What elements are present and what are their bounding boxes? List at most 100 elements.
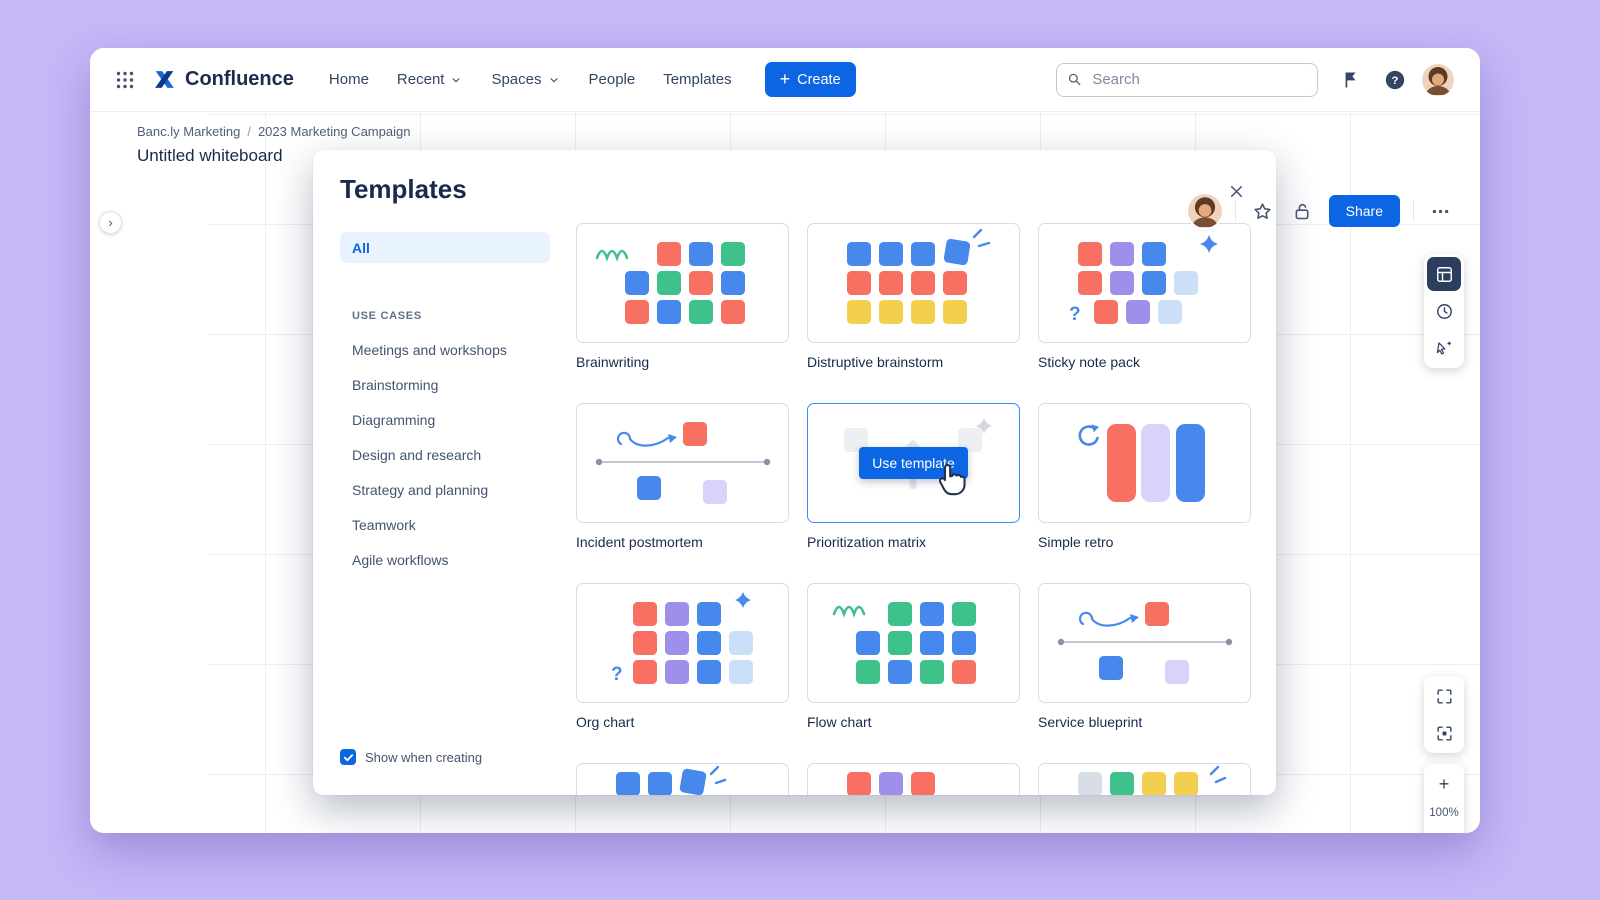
template-card-service-blueprint[interactable]: Service blueprint: [1038, 583, 1251, 730]
partial1-thumbnail: [576, 763, 789, 795]
app-grid-icon: [116, 71, 134, 88]
templates-modal: Templates All USE CASES Meetings and wor…: [313, 150, 1276, 795]
timeline-thumbnail: [576, 403, 789, 523]
template-card-flow-chart[interactable]: Flow chart: [807, 583, 1020, 730]
more-actions-button[interactable]: [1427, 198, 1454, 225]
breadcrumb-page[interactable]: 2023 Marketing Campaign: [257, 124, 411, 139]
template-card-label: Distruptive brainstorm: [807, 354, 944, 370]
template-card-label: Incident postmortem: [576, 534, 703, 550]
template-card-partial[interactable]: [1038, 763, 1251, 795]
template-card-brainwriting[interactable]: Brainwriting: [576, 223, 789, 370]
retro-thumbnail: [1038, 403, 1251, 523]
checkbox-checked-icon[interactable]: [340, 749, 356, 765]
template-card-distruptive-brainstorm[interactable]: Distruptive brainstorm: [807, 223, 1020, 370]
expand-panel-button[interactable]: ›: [99, 211, 122, 234]
modal-title: Templates: [340, 174, 467, 204]
sidebar-item-strategy-and-planning[interactable]: Strategy and planning: [352, 481, 489, 498]
search-box[interactable]: [1056, 62, 1318, 97]
template-card-sticky-note-pack[interactable]: ? Sticky note pack: [1038, 223, 1251, 370]
template-card-label: Sticky note pack: [1038, 354, 1140, 370]
nav-item-templates[interactable]: Templates: [652, 63, 742, 96]
sidebar-item-brainstorming[interactable]: Brainstorming: [352, 376, 439, 393]
zoom-out-label: −: [1439, 832, 1450, 834]
hover-overlay: Use template: [808, 404, 1019, 522]
hand-cursor-icon: [938, 463, 966, 496]
sidebar-item-design-and-research[interactable]: Design and research: [352, 446, 482, 463]
nav-item-label: Recent: [396, 71, 445, 88]
sidebar-item-meetings-and-workshops[interactable]: Meetings and workshops: [352, 341, 507, 358]
question-circle-icon: ?: [1385, 70, 1405, 89]
breadcrumb-space[interactable]: Banc.ly Marketing: [137, 124, 241, 139]
cursors-tool-button[interactable]: [1427, 331, 1461, 365]
help-button[interactable]: ?: [1378, 63, 1412, 97]
favorite-button[interactable]: [1249, 198, 1276, 225]
org-thumbnail: ?: [576, 583, 789, 703]
use-cases-list: Meetings and workshops Brainstorming Diagr…: [340, 332, 550, 577]
notifications-button[interactable]: [1334, 63, 1368, 97]
zoom-in-label: +: [1438, 773, 1450, 794]
brainwriting-thumbnail: [576, 223, 789, 343]
modal-header: Templates: [313, 150, 1276, 210]
template-card-prioritization-matrix[interactable]: Use template Prioritization matrix: [807, 403, 1020, 550]
nav-item-spaces[interactable]: Spaces: [480, 63, 571, 96]
breadcrumb-separator: /: [247, 124, 251, 139]
share-button[interactable]: Share: [1328, 195, 1400, 227]
templates-icon: [1436, 266, 1452, 282]
matrix-thumbnail: Use template: [807, 403, 1020, 523]
svg-text:?: ?: [611, 664, 623, 685]
template-card-label: Flow chart: [807, 714, 872, 730]
avatar-image: [1422, 63, 1454, 96]
close-modal-button[interactable]: [1221, 176, 1252, 210]
checkbox-label: Show when creating: [365, 749, 483, 765]
template-card-partial[interactable]: [807, 763, 1020, 795]
close-icon: [1230, 185, 1243, 198]
chevron-down-icon: [550, 77, 557, 82]
sticky-thumbnail: ?: [1038, 223, 1251, 343]
use-cases-label: USE CASES: [352, 310, 422, 322]
template-grid: Brainwriting Distruptive brainstorm? Stick…: [550, 220, 1276, 795]
zoom-in-button[interactable]: +: [1427, 767, 1461, 801]
collaborator-avatar[interactable]: [1187, 194, 1222, 228]
nav-item-home[interactable]: Home: [318, 63, 380, 96]
template-card-partial[interactable]: [576, 763, 789, 795]
nav-item-people[interactable]: People: [578, 63, 647, 96]
templates-tool-button[interactable]: [1427, 257, 1461, 291]
brand-name: Confluence: [185, 68, 294, 90]
nav-item-recent[interactable]: Recent: [386, 63, 475, 96]
svg-text:?: ?: [1392, 74, 1399, 86]
flow-thumbnail: [807, 583, 1020, 703]
fit-to-screen-button[interactable]: [1427, 679, 1461, 713]
template-card-org-chart[interactable]: ? Org chart: [576, 583, 789, 730]
zoom-to-selection-button[interactable]: [1427, 716, 1461, 750]
board-title[interactable]: Untitled whiteboard: [137, 146, 283, 165]
fit-to-screen-icon: [1436, 688, 1452, 704]
template-card-simple-retro[interactable]: Simple retro: [1038, 403, 1251, 550]
template-card-incident-postmortem[interactable]: Incident postmortem: [576, 403, 789, 550]
create-button[interactable]: + Create: [764, 62, 856, 97]
filter-all[interactable]: All: [340, 232, 550, 263]
zoom-out-button[interactable]: −: [1427, 825, 1461, 834]
template-card-label: Org chart: [576, 714, 635, 730]
permissions-button[interactable]: [1289, 198, 1316, 225]
flag-icon: [1345, 72, 1356, 87]
confluence-home-link[interactable]: Confluence: [152, 67, 294, 92]
template-card-label: Service blueprint: [1038, 714, 1143, 730]
sidebar-item-diagramming[interactable]: Diagramming: [352, 411, 436, 428]
timer-tool-button[interactable]: [1427, 294, 1461, 328]
chevron-down-icon: [452, 77, 460, 82]
use-template-button[interactable]: Use template: [859, 447, 968, 479]
divider: [1413, 200, 1414, 222]
partial2-thumbnail: [807, 763, 1020, 795]
cursor-sparkle-icon: [1436, 340, 1452, 355]
sidebar-item-teamwork[interactable]: Teamwork: [352, 516, 416, 533]
unlock-icon: [1295, 203, 1309, 219]
search-input[interactable]: [1090, 70, 1307, 89]
app-switcher-button[interactable]: [108, 63, 142, 97]
star-icon: [1254, 202, 1271, 219]
user-avatar[interactable]: [1422, 63, 1454, 96]
show-when-creating-toggle[interactable]: Show when creating: [340, 749, 482, 765]
template-card-label: Simple retro: [1038, 534, 1114, 550]
sidebar-item-agile-workflows[interactable]: Agile workflows: [352, 551, 449, 568]
view-rail: [1424, 676, 1464, 753]
tools-rail: [1424, 254, 1464, 368]
